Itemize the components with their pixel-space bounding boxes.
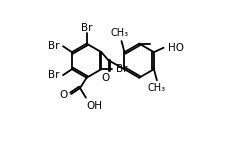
Text: CH₃: CH₃	[111, 28, 129, 38]
Text: Br: Br	[116, 64, 127, 74]
Text: O: O	[60, 90, 68, 100]
Text: OH: OH	[87, 101, 103, 111]
Text: Br: Br	[48, 41, 59, 51]
Text: O: O	[101, 73, 110, 83]
Text: Br: Br	[48, 70, 59, 80]
Text: Br: Br	[81, 23, 92, 33]
Text: HO: HO	[168, 43, 184, 53]
Text: CH₃: CH₃	[148, 83, 166, 93]
